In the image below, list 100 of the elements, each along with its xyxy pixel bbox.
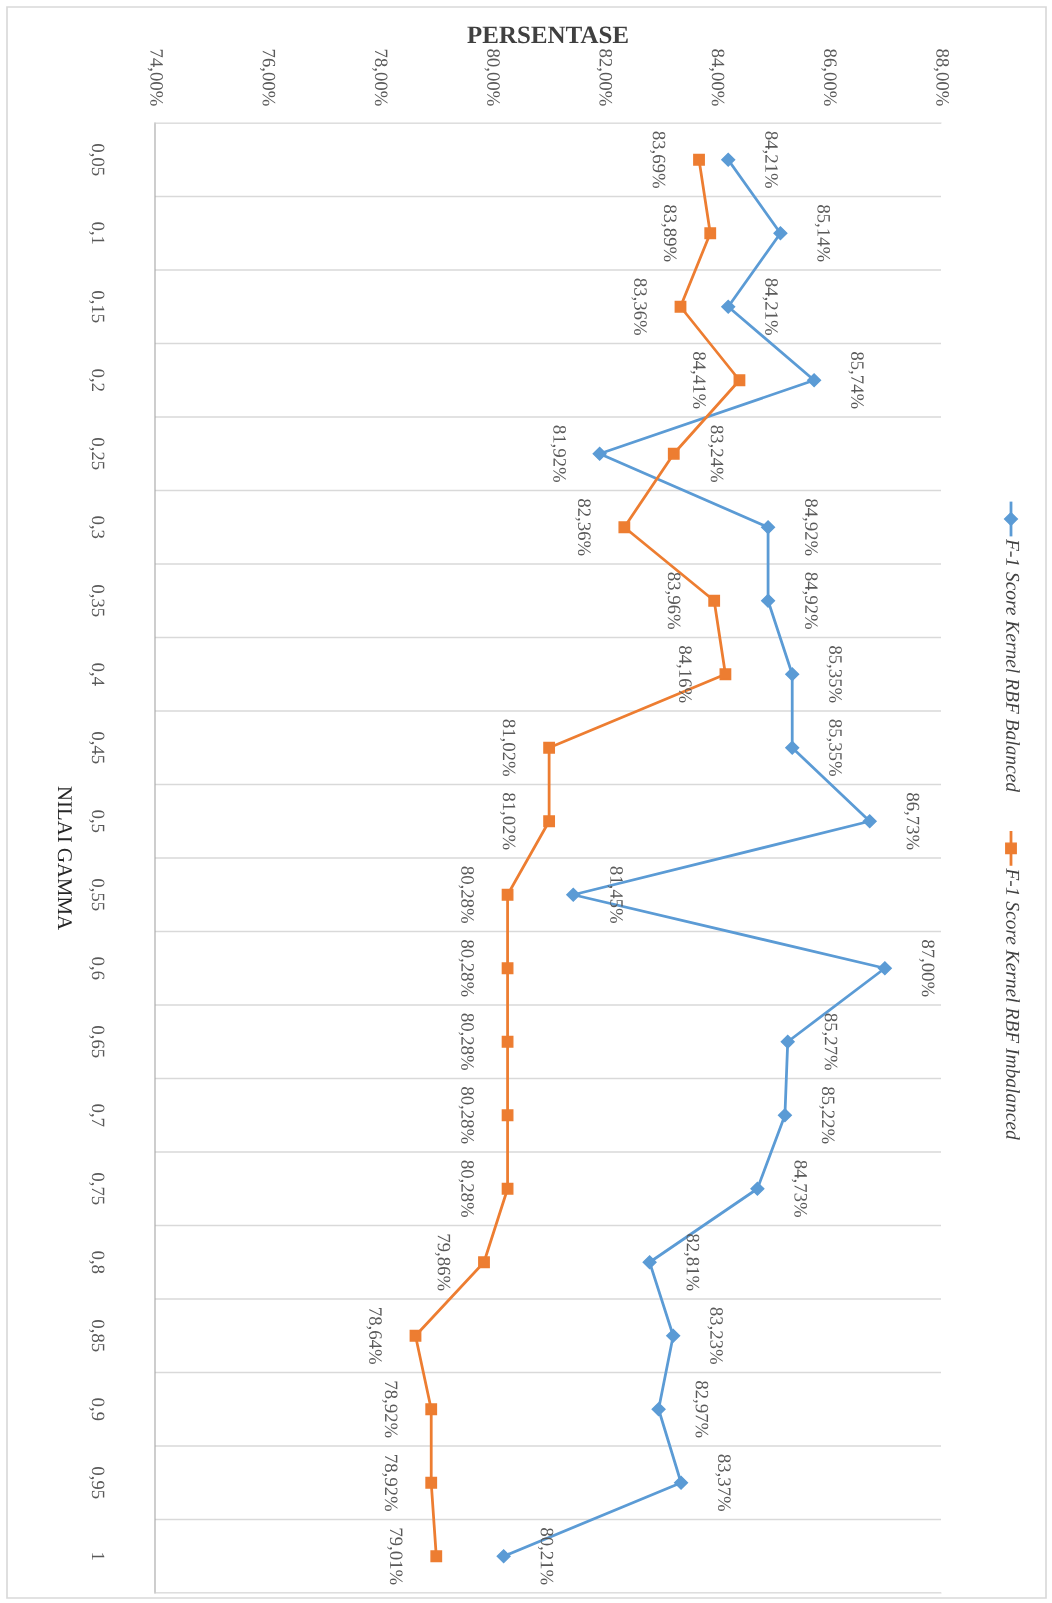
point: [807, 373, 822, 388]
y-tick-label: 0,65: [89, 1026, 105, 1058]
point: [501, 888, 514, 901]
y-tick-label: 0,95: [89, 1467, 105, 1499]
point: [425, 1403, 438, 1416]
data-label: 83,96%: [665, 572, 681, 630]
data-label: 81,02%: [500, 719, 516, 777]
legend-label: F-1 Score Kernel RBF Imbalanced: [1006, 868, 1020, 1140]
point: [721, 299, 736, 314]
y-tick-label: 0,55: [89, 879, 105, 911]
data-label: 79,86%: [434, 1234, 451, 1291]
point: [409, 1329, 422, 1342]
point: [666, 1328, 681, 1343]
data-label: 83,23%: [707, 1307, 723, 1365]
y-tick-label: 0,05: [89, 144, 105, 176]
data-label: 84,92%: [802, 499, 818, 556]
point: [673, 1475, 689, 1490]
data-label: 83,36%: [631, 278, 647, 336]
data-label: 85,22%: [819, 1087, 835, 1144]
data-label: 79,01%: [387, 1528, 403, 1585]
point: [496, 1549, 511, 1564]
data-label: 85,74%: [848, 352, 864, 409]
point: [543, 815, 556, 828]
point: [761, 593, 776, 608]
point: [780, 1034, 795, 1049]
data-label: 81,92%: [550, 425, 566, 483]
point: [501, 1109, 514, 1122]
point: [693, 153, 705, 166]
data-label: 84,73%: [791, 1160, 808, 1218]
y-tick-label: 0,7: [89, 1104, 105, 1127]
y-tick-label: 0,2: [89, 369, 105, 391]
point: [478, 1256, 490, 1269]
point: [733, 374, 746, 387]
data-label: 87,00%: [919, 940, 935, 997]
legend-label: F-1 Score Kernel RBF Balanced: [1006, 538, 1020, 793]
point: [618, 521, 631, 534]
point: [750, 1181, 765, 1196]
point: [592, 446, 607, 461]
y-tick-label: 0,9: [89, 1398, 105, 1421]
y-tick-label: 0,85: [89, 1320, 105, 1352]
point: [501, 1182, 514, 1195]
data-label: 80,28%: [458, 1087, 474, 1144]
point: [704, 227, 717, 240]
point: [877, 961, 892, 976]
x-tick-label: 76,00%: [259, 49, 276, 106]
point: [667, 447, 680, 460]
data-label: 80,21%: [537, 1528, 554, 1585]
data-label: 85,27%: [822, 1013, 838, 1071]
data-label: 78,92%: [382, 1455, 398, 1512]
data-label: 84,21%: [762, 278, 778, 336]
point: [642, 1255, 657, 1270]
y-tick-label: 0,1: [89, 222, 105, 244]
point: [425, 1476, 438, 1489]
x-tick-label: 74,00%: [147, 49, 163, 106]
data-label: 80,28%: [458, 866, 474, 924]
data-label: 84,21%: [762, 131, 778, 189]
data-label: 81,02%: [500, 793, 516, 850]
point: [785, 667, 800, 682]
y-tick-label: 0,5: [89, 810, 105, 833]
point: [785, 740, 800, 755]
point: [501, 1035, 514, 1048]
data-label: 85,14%: [814, 205, 831, 262]
data-label: 85,35%: [826, 646, 842, 703]
data-label: 86,73%: [903, 793, 920, 850]
y-tick-label: 0,75: [89, 1173, 105, 1205]
data-label: 82,36%: [575, 499, 591, 556]
y-tick-label: 0,4: [89, 663, 105, 686]
point: [651, 1402, 666, 1417]
point: [719, 668, 732, 681]
point: [543, 741, 556, 754]
point: [777, 1108, 793, 1123]
point: [708, 594, 721, 607]
point: [773, 226, 788, 241]
point: [501, 962, 514, 975]
data-label: 78,92%: [382, 1381, 398, 1438]
x-tick-label: 80,00%: [484, 49, 500, 106]
data-label: 84,41%: [690, 352, 706, 409]
point: [674, 300, 687, 313]
data-label: 82,97%: [692, 1381, 709, 1438]
x-tick-label: 86,00%: [821, 49, 837, 106]
x-tick-label: 84,00%: [709, 49, 725, 106]
point: [761, 520, 776, 535]
point: [862, 814, 877, 829]
point: [430, 1550, 443, 1563]
y-tick-label: 0,8: [89, 1251, 105, 1274]
x-axis-title: PERSENTASE: [467, 26, 628, 44]
y-tick-label: 0,45: [89, 732, 105, 764]
x-tick-label: 88,00%: [933, 49, 949, 106]
data-label: 82,81%: [683, 1234, 700, 1291]
x-tick-label: 82,00%: [596, 49, 613, 106]
data-label: 83,89%: [661, 205, 677, 262]
data-label: 80,28%: [458, 1160, 474, 1218]
data-label: 78,64%: [366, 1308, 382, 1365]
data-label: 83,24%: [708, 425, 724, 483]
x-tick-label: 78,00%: [372, 49, 388, 106]
data-label: 83,69%: [649, 131, 666, 189]
point: [566, 887, 581, 902]
y-tick-label: 0,35: [89, 585, 105, 617]
data-label: 84,16%: [676, 646, 692, 703]
y-tick-label: 0,15: [89, 291, 105, 323]
